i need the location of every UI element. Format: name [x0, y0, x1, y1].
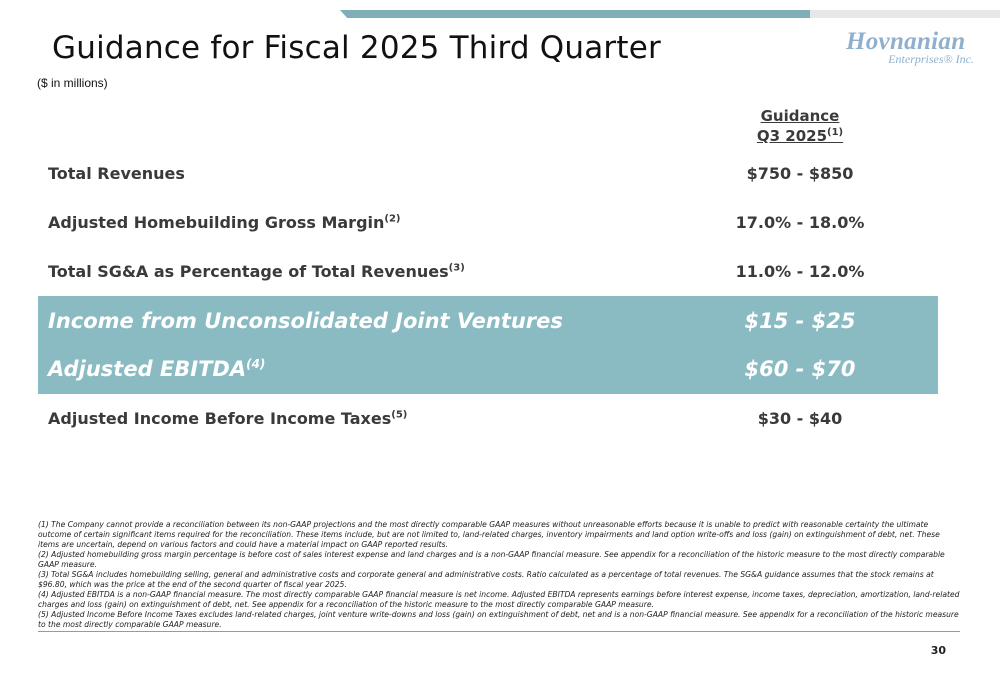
row-label-sga: Total SG&A as Percentage of Total Revenu…	[48, 262, 465, 281]
row-label-text: Adjusted Income Before Income Taxes	[48, 409, 392, 428]
row-value-pretax-income: $30 - $40	[757, 409, 843, 428]
units-note: ($ in millions)	[37, 76, 108, 90]
highlight-band	[38, 296, 938, 394]
footer-divider	[38, 631, 960, 632]
footnote-1: (1) The Company cannot provide a reconci…	[38, 520, 940, 549]
row-value-gross-margin: 17.0% - 18.0%	[735, 213, 865, 232]
footnotes: (1) The Company cannot provide a reconci…	[38, 520, 960, 630]
page-title: Guidance for Fiscal 2025 Third Quarter	[52, 30, 661, 66]
column-header-period-text: Q3 2025	[756, 127, 828, 145]
row-value-total-revenues: $750 - $850	[746, 164, 854, 183]
row-label-total-revenues: Total Revenues	[48, 164, 185, 183]
footnote-3: (3) Total SG&A includes homebuilding sel…	[38, 570, 934, 589]
footnote-2: (2) Adjusted homebuilding gross margin p…	[38, 550, 945, 569]
column-header-period: Q3 2025(1)	[690, 126, 910, 146]
row-label-jv-income: Income from Unconsolidated Joint Venture…	[48, 309, 563, 333]
footnote-ref: (2)	[384, 213, 401, 225]
row-value-jv-income: $15 - $25	[744, 309, 856, 333]
row-value-sga: 11.0% - 12.0%	[735, 262, 865, 281]
footnote-ref: (5)	[391, 409, 408, 421]
company-logo: Hovnanian Enterprises® Inc.	[846, 28, 974, 72]
row-label-text: Income from Unconsolidated Joint Venture…	[48, 309, 563, 333]
row-label-text: Total Revenues	[48, 164, 185, 183]
logo-wordmark: Hovnanian	[846, 28, 966, 55]
footnote-5: (5) Adjusted Income Before Income Taxes …	[38, 610, 959, 629]
footnote-ref: (4)	[246, 357, 266, 371]
row-label-text: Adjusted EBITDA	[48, 357, 247, 381]
top-accent-bar	[340, 10, 820, 18]
row-label-adjusted-ebitda: Adjusted EBITDA(4)	[48, 357, 265, 381]
column-header-footnote-ref: (1)	[827, 127, 844, 138]
row-label-text: Adjusted Homebuilding Gross Margin	[48, 213, 385, 232]
row-label-text: Total SG&A as Percentage of Total Revenu…	[48, 262, 449, 281]
top-accent-bar-light	[810, 10, 1000, 18]
column-header-guidance: Guidance	[760, 107, 840, 125]
footnote-4: (4) Adjusted EBITDA is a non-GAAP financ…	[38, 590, 960, 609]
logo-subtitle: Enterprises® Inc.	[888, 52, 974, 66]
row-label-pretax-income: Adjusted Income Before Income Taxes(5)	[48, 409, 407, 428]
page-number: 30	[930, 644, 946, 657]
row-label-gross-margin: Adjusted Homebuilding Gross Margin(2)	[48, 213, 401, 232]
row-value-adjusted-ebitda: $60 - $70	[744, 357, 856, 381]
footnote-ref: (3)	[448, 262, 465, 274]
